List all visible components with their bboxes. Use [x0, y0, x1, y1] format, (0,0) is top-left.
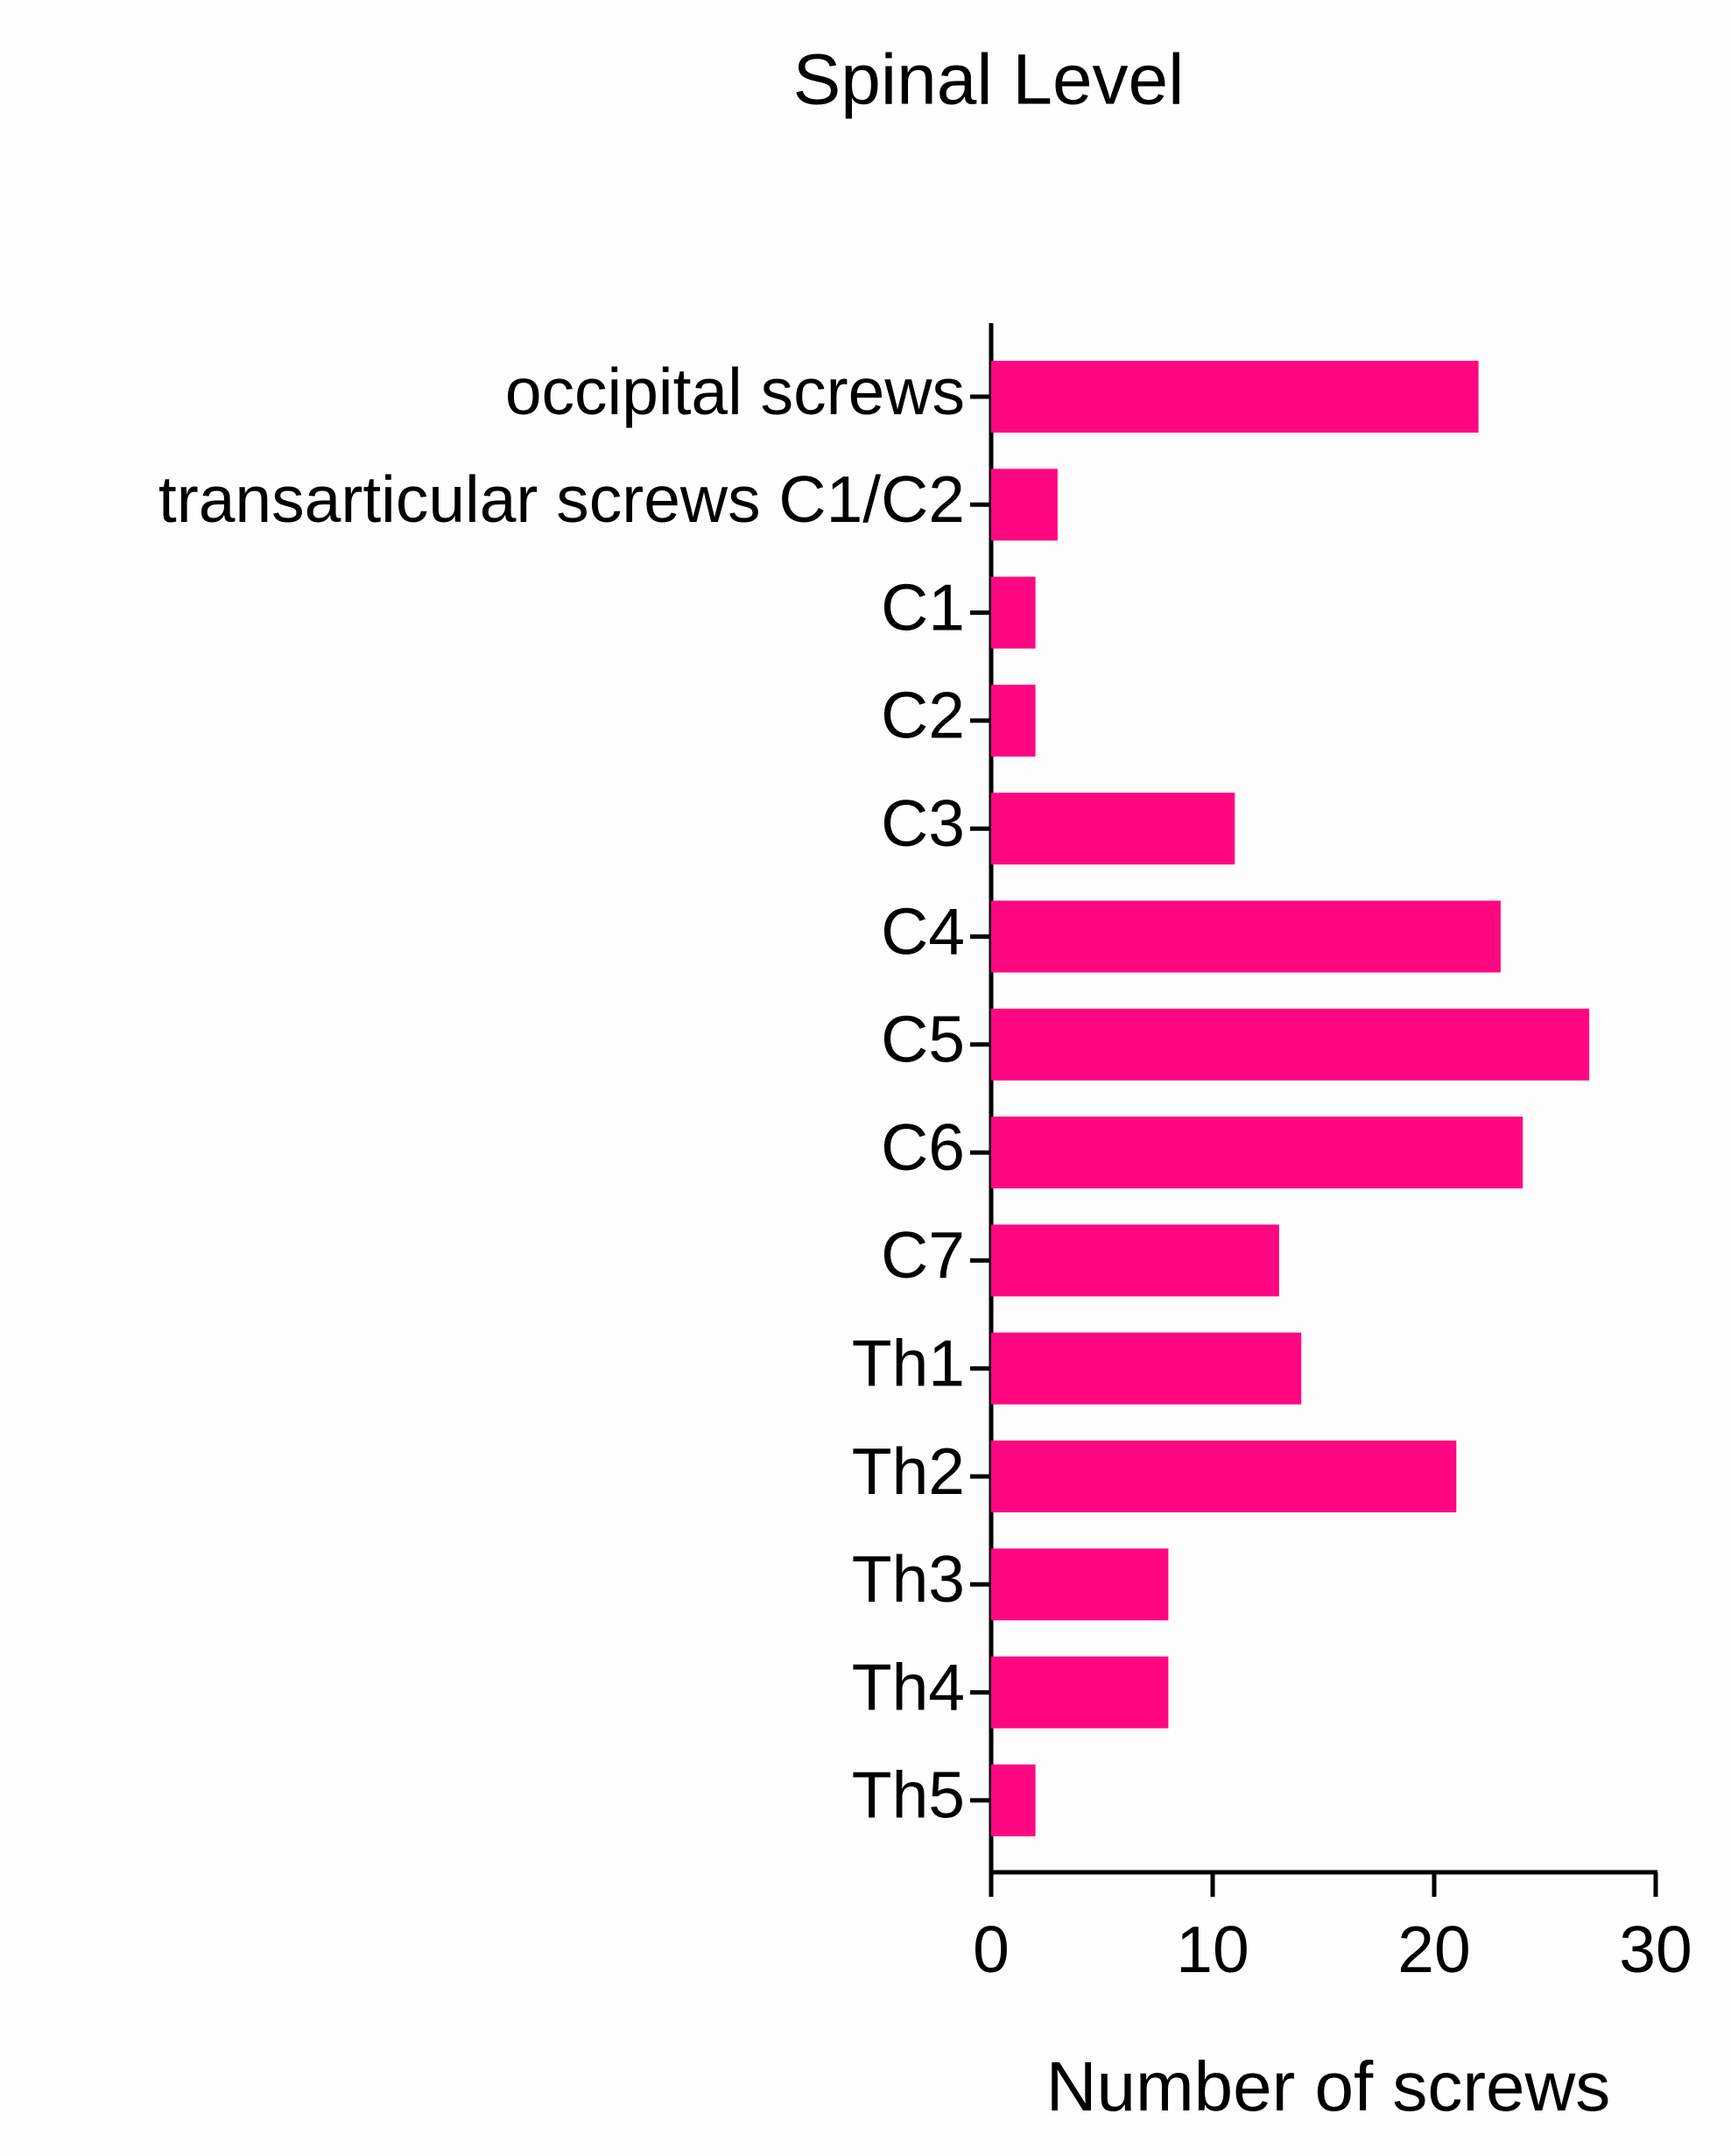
bar [991, 1117, 1523, 1189]
bar [991, 361, 1479, 433]
y-tick-label: Th4 [852, 1650, 965, 1723]
y-tick-label: C2 [881, 679, 965, 752]
x-tick-label: 20 [1397, 1913, 1470, 1986]
bar [991, 684, 1036, 757]
y-tick-label: C7 [881, 1218, 965, 1292]
y-tick-label: Th2 [852, 1434, 965, 1508]
bar [991, 1332, 1302, 1405]
y-tick-label: C5 [881, 1003, 965, 1076]
x-tick-label: 0 [973, 1913, 1010, 1986]
bar [991, 469, 1058, 541]
bar [991, 1548, 1169, 1621]
chart-title: Spinal Level [793, 40, 1185, 120]
y-tick-label: Th3 [852, 1542, 965, 1616]
bar [991, 900, 1501, 973]
x-tick-label: 30 [1619, 1913, 1692, 1986]
x-tick-label: 10 [1176, 1913, 1249, 1986]
bar [991, 1008, 1590, 1081]
x-axis-label: Number of screws [1046, 2047, 1611, 2125]
y-tick-label: Th1 [852, 1327, 965, 1400]
y-tick-label: occipital screws [505, 355, 965, 428]
bar [991, 1764, 1036, 1836]
y-tick-label: C1 [881, 570, 965, 644]
bar [991, 1224, 1279, 1297]
y-tick-label: C4 [881, 894, 965, 968]
y-tick-label: C6 [881, 1110, 965, 1184]
y-tick-label: C3 [881, 786, 965, 860]
bar [991, 1441, 1457, 1512]
y-tick-label: transarticular screws C1/C2 [158, 462, 965, 536]
bar [991, 576, 1036, 649]
bar [991, 1656, 1169, 1729]
bar [991, 793, 1235, 865]
y-tick-label: Th5 [852, 1758, 965, 1832]
